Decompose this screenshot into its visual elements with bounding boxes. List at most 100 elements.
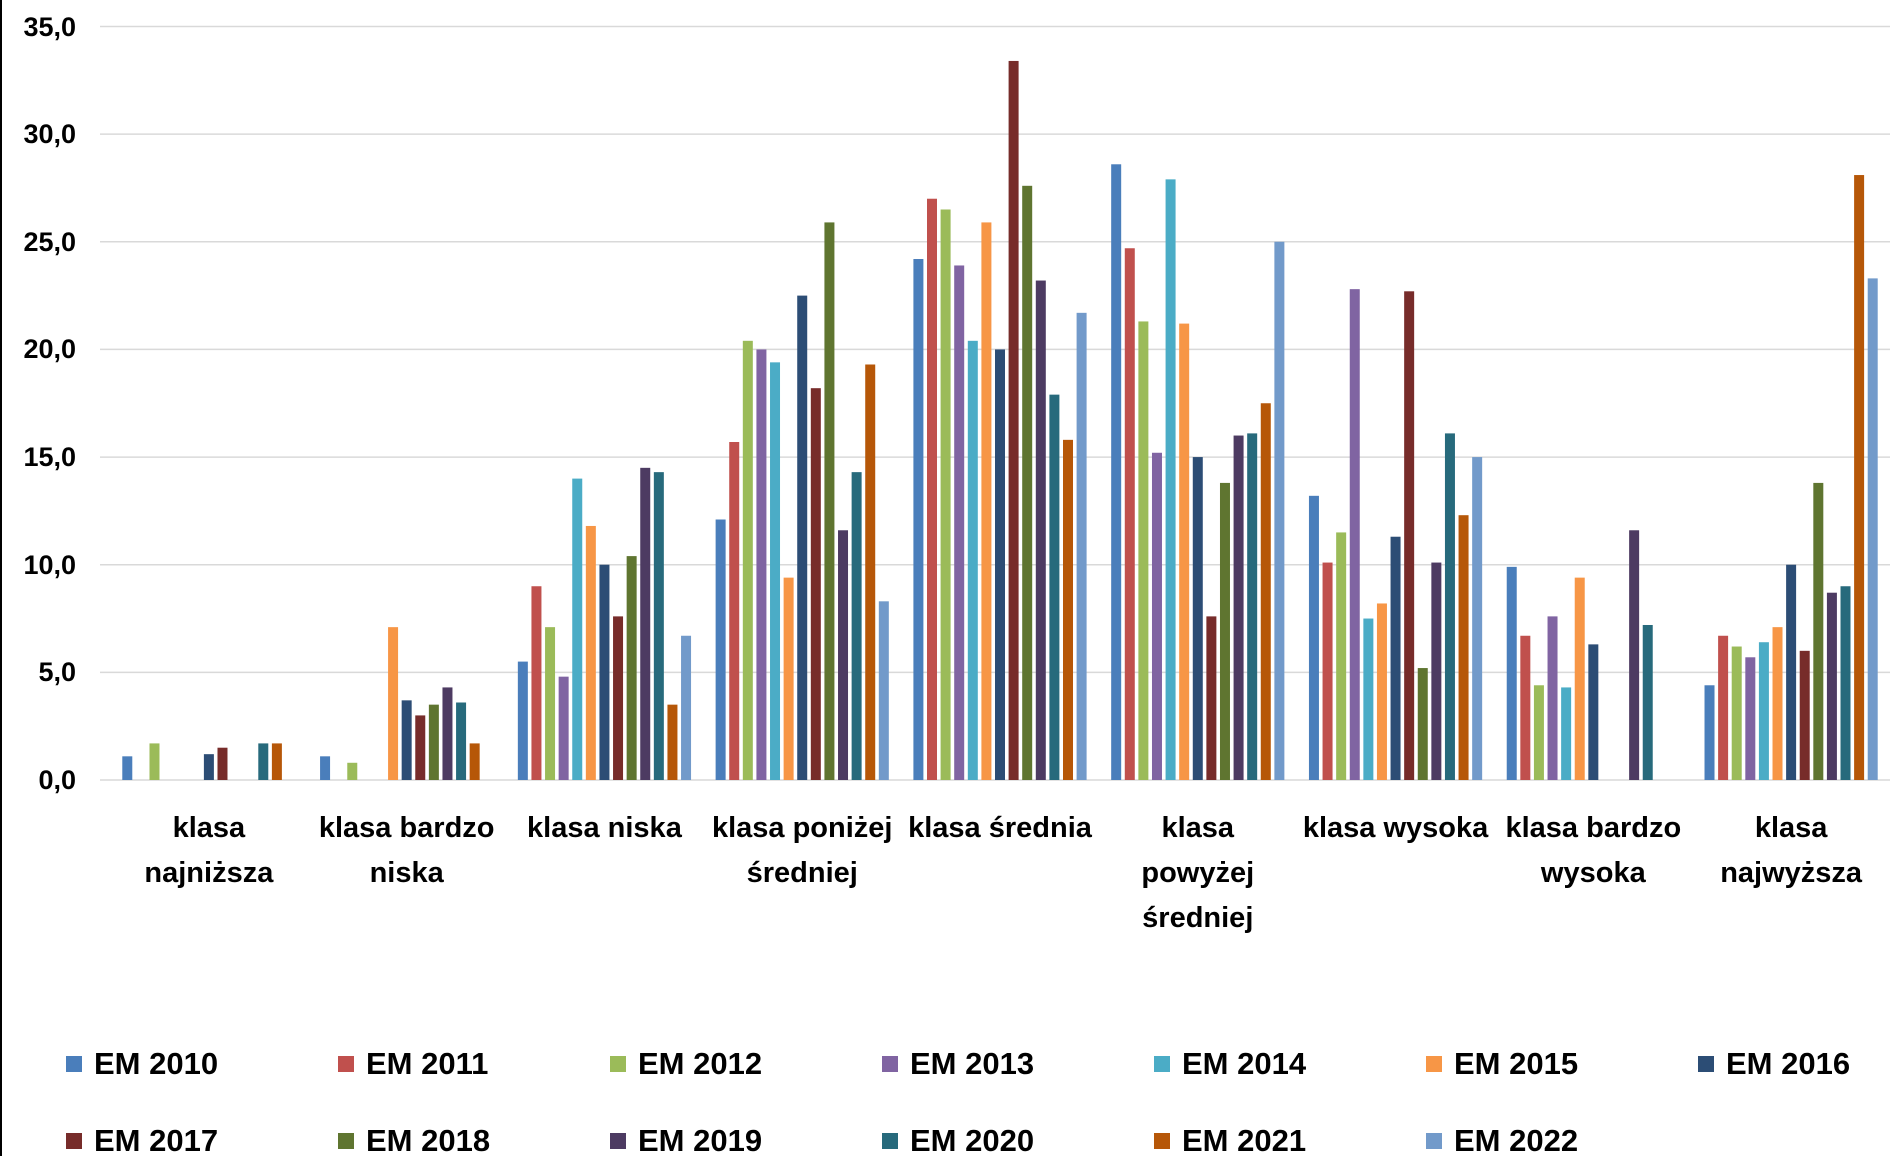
x-tick-label: klasa niska	[527, 812, 682, 844]
bar	[531, 586, 542, 780]
bar	[1772, 627, 1783, 780]
bar	[122, 756, 133, 780]
bar	[203, 754, 214, 780]
bar	[1718, 635, 1729, 780]
bar	[1376, 603, 1387, 780]
bar	[1642, 624, 1653, 780]
legend-label: EM 2018	[366, 1123, 491, 1156]
bar	[1349, 289, 1360, 780]
bar	[1219, 482, 1230, 780]
legend-label: EM 2019	[638, 1123, 763, 1156]
bar	[1520, 635, 1531, 780]
bar	[320, 756, 331, 780]
legend-entry: EM 2010	[66, 1046, 218, 1082]
bar	[1111, 164, 1122, 781]
bar	[1444, 433, 1455, 780]
legend-label: EM 2012	[638, 1046, 763, 1081]
bar	[783, 577, 794, 780]
legend-label: EM 2021	[1182, 1123, 1307, 1156]
bar	[770, 362, 781, 780]
y-tick-label: 35,0	[23, 11, 76, 42]
y-tick-label: 0,0	[38, 765, 76, 795]
bar	[1322, 562, 1333, 780]
bar	[865, 364, 876, 780]
legend-entry: EM 2015	[1426, 1046, 1578, 1082]
legend-entry: EM 2014	[1154, 1046, 1306, 1082]
bar	[1233, 435, 1244, 780]
y-tick-label: 10,0	[23, 549, 76, 580]
bar	[838, 530, 849, 780]
bar	[1008, 60, 1019, 780]
bar	[1076, 312, 1087, 780]
y-tick-label: 20,0	[23, 334, 76, 365]
bar	[653, 472, 664, 780]
bar	[756, 349, 767, 780]
bar	[1867, 278, 1878, 780]
x-tick-label: klasa bardzo wysoka	[1505, 812, 1682, 889]
legend-swatch	[1154, 1056, 1170, 1072]
bar	[995, 349, 1005, 780]
legend-entry: EM 2018	[338, 1123, 490, 1156]
bar	[1458, 515, 1469, 780]
bar	[681, 635, 692, 780]
legend-label: EM 2022	[1454, 1123, 1579, 1156]
bar	[1472, 457, 1483, 780]
bar	[851, 472, 862, 780]
legend-swatch	[66, 1133, 82, 1149]
legend-entry: EM 2020	[882, 1123, 1034, 1156]
bar	[271, 743, 282, 780]
legend-entry: EM 2011	[338, 1046, 488, 1082]
bar	[1533, 685, 1544, 780]
bar	[1561, 687, 1572, 780]
legend-label: EM 2015	[1454, 1046, 1579, 1081]
legend-label: EM 2014	[1182, 1046, 1307, 1081]
bar	[640, 467, 651, 780]
bar	[954, 265, 965, 780]
bar	[1206, 616, 1217, 780]
bar	[1179, 323, 1190, 780]
bar	[517, 661, 528, 780]
bar	[1745, 657, 1756, 780]
bar	[1704, 685, 1715, 780]
legend-swatch	[882, 1056, 898, 1072]
bar	[1390, 536, 1401, 780]
bar	[1629, 530, 1640, 780]
bar	[388, 627, 399, 780]
x-tick-label: klasa najniższa	[144, 812, 274, 889]
bar	[927, 198, 937, 780]
bar	[667, 704, 678, 780]
bar	[742, 340, 753, 780]
bar	[1151, 452, 1162, 780]
bar	[715, 519, 726, 780]
bar	[258, 743, 269, 780]
x-tick-label: klasa średnia	[908, 812, 1092, 844]
bar	[149, 743, 160, 780]
bar	[347, 762, 358, 780]
legend-label: EM 2013	[910, 1046, 1035, 1081]
bar	[469, 743, 480, 780]
legend-entry: EM 2013	[882, 1046, 1034, 1082]
bar	[913, 259, 924, 781]
x-tick-label: klasa poniżej średniej	[711, 812, 893, 889]
bar	[1799, 650, 1810, 780]
bar	[1124, 248, 1135, 781]
y-tick-label: 30,0	[23, 119, 76, 150]
bar	[797, 295, 808, 780]
x-tick-label: klasa bardzo niska	[318, 812, 495, 889]
bar	[1786, 564, 1797, 780]
bar	[401, 700, 412, 780]
y-tick-label: 5,0	[38, 657, 76, 688]
bar	[1260, 403, 1271, 780]
bar	[1431, 562, 1442, 780]
bar	[1813, 482, 1824, 780]
legend-swatch	[1426, 1056, 1442, 1072]
bar	[1165, 179, 1176, 781]
legend-swatch	[1698, 1056, 1714, 1072]
bar	[217, 747, 228, 780]
bar	[545, 627, 556, 780]
bar	[1336, 532, 1347, 780]
bar	[585, 525, 596, 780]
bar	[599, 564, 610, 780]
y-tick-label: 15,0	[23, 442, 76, 473]
